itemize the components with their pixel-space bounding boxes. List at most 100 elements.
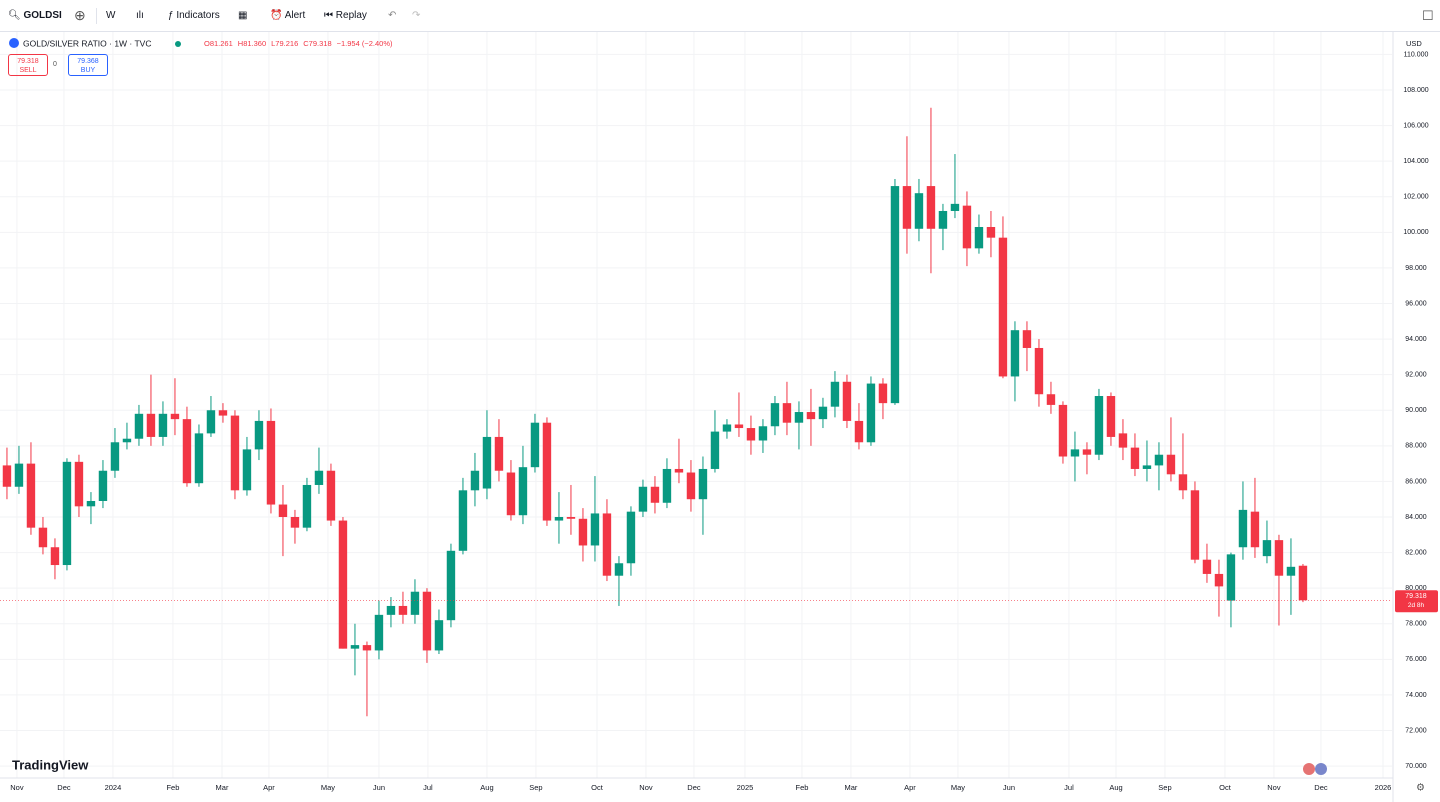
- x-tick-label: Sep: [1158, 783, 1171, 792]
- candle-body: [914, 193, 924, 229]
- y-tick-label: 108.000: [1403, 87, 1428, 94]
- y-tick-label: 86.000: [1405, 478, 1427, 485]
- sell-button[interactable]: 79.318 SELL: [8, 54, 48, 76]
- candle-body: [890, 186, 900, 404]
- candle-body: [314, 470, 324, 485]
- x-tick-label: Mar: [844, 783, 857, 792]
- last-price-label: 79.318: [1405, 593, 1427, 600]
- fullscreen-button[interactable]: ☐: [1422, 8, 1434, 23]
- candle-body: [38, 527, 48, 548]
- alert-button[interactable]: ⏰ Alert: [270, 10, 306, 21]
- candle-body: [722, 424, 732, 432]
- candle-body: [446, 550, 456, 621]
- candle-body: [1286, 566, 1296, 576]
- chart-title: GOLD/SILVER RATIO · 1W · TVC: [23, 38, 151, 48]
- replay-button[interactable]: ⏮ Replay: [324, 10, 367, 21]
- chart-type-button[interactable]: ılı: [136, 10, 144, 21]
- candle-body: [1106, 396, 1116, 437]
- x-tick-label: Feb: [166, 783, 179, 792]
- candle-body: [1274, 540, 1284, 576]
- compare-button[interactable]: ⊕: [74, 7, 86, 23]
- x-tick-label: Jul: [423, 783, 433, 792]
- x-tick-label: Nov: [639, 783, 653, 792]
- x-tick-label: Mar: [216, 783, 229, 792]
- candle-body: [338, 520, 348, 649]
- candle-body: [50, 547, 60, 566]
- candle-body: [410, 591, 420, 615]
- candle-body: [938, 210, 948, 229]
- candle-body: [326, 470, 336, 521]
- indicators-button[interactable]: ƒ Indicators: [168, 10, 220, 21]
- candle-body: [386, 605, 396, 615]
- candle-body: [1178, 474, 1188, 491]
- event-icon[interactable]: [1303, 763, 1315, 775]
- candle-body: [170, 413, 180, 420]
- y-tick-label: 104.000: [1403, 158, 1428, 165]
- symbol-search[interactable]: 🔍︎ GOLDSI: [8, 10, 62, 21]
- x-tick-label: Jul: [1064, 783, 1074, 792]
- candle-body: [554, 516, 564, 521]
- candle-body: [86, 500, 96, 507]
- candle-body: [578, 518, 588, 546]
- layouts-button[interactable]: ▦: [238, 10, 248, 21]
- y-tick-label: 72.000: [1405, 727, 1427, 734]
- candle-body: [1226, 554, 1236, 601]
- x-tick-label: Oct: [1219, 783, 1232, 792]
- candle-body: [530, 422, 540, 468]
- candle-body: [62, 461, 72, 566]
- candle-body: [866, 383, 876, 443]
- countdown: 2d 8h: [1408, 602, 1425, 609]
- candle-body: [1094, 396, 1104, 455]
- candle-body: [998, 237, 1008, 377]
- y-tick-label: 84.000: [1405, 514, 1427, 521]
- candle-body: [854, 420, 864, 443]
- candle-body: [686, 472, 696, 500]
- currency[interactable]: USD: [1406, 39, 1422, 48]
- candle-body: [1214, 573, 1224, 587]
- candle-body: [494, 436, 504, 471]
- candle-body: [122, 438, 132, 443]
- candle-body: [2, 465, 12, 487]
- candle-body: [758, 426, 768, 441]
- candle-body: [806, 412, 816, 420]
- x-tick-label: Apr: [263, 783, 275, 792]
- y-tick-label: 70.000: [1405, 763, 1427, 770]
- candle-body: [1058, 404, 1068, 457]
- candle-body: [698, 468, 708, 500]
- legend-value: L79.216: [271, 39, 298, 48]
- candle-body: [1202, 559, 1212, 574]
- y-tick-label: 90.000: [1405, 407, 1427, 414]
- undo-button[interactable]: ↶: [388, 10, 397, 21]
- candle-body: [590, 513, 600, 546]
- candle-body: [734, 424, 744, 429]
- candle-body: [1166, 454, 1176, 475]
- toolbar: 🔍︎ GOLDSI ⊕ W ılı ƒ Indicators ▦ ⏰ Alert…: [0, 0, 1440, 32]
- candle-body: [26, 463, 36, 528]
- chart: GOLD/SILVER RATIO · 1W · TVC USD Trading…: [0, 32, 1438, 802]
- x-tick-label: Jun: [1003, 783, 1015, 792]
- candle-body: [422, 591, 432, 651]
- candle-body: [566, 516, 576, 519]
- redo-button[interactable]: ↷: [412, 10, 421, 21]
- candle-body: [134, 413, 144, 439]
- legend-value: −1.954 (−2.40%): [337, 39, 393, 48]
- event-icon[interactable]: [1315, 763, 1327, 775]
- x-tick-label: 2024: [105, 783, 122, 792]
- y-tick-label: 110.000: [1404, 51, 1429, 58]
- x-tick-label: Aug: [480, 783, 493, 792]
- candle-body: [110, 442, 120, 471]
- candle-body: [662, 468, 672, 503]
- buy-button[interactable]: 79.368 BUY: [68, 54, 108, 76]
- candle-body: [1190, 490, 1200, 560]
- x-tick-label: 2025: [737, 783, 754, 792]
- x-tick-label: Dec: [1314, 783, 1328, 792]
- candle-body: [206, 410, 216, 434]
- candle-body: [794, 412, 804, 423]
- legend-value: C79.318: [303, 39, 331, 48]
- candle-body: [542, 422, 552, 521]
- interval-button[interactable]: W: [106, 10, 116, 21]
- buy-price: 79.368: [77, 58, 99, 65]
- candle-body: [842, 381, 852, 421]
- settings-button[interactable]: ⚙: [1416, 783, 1425, 794]
